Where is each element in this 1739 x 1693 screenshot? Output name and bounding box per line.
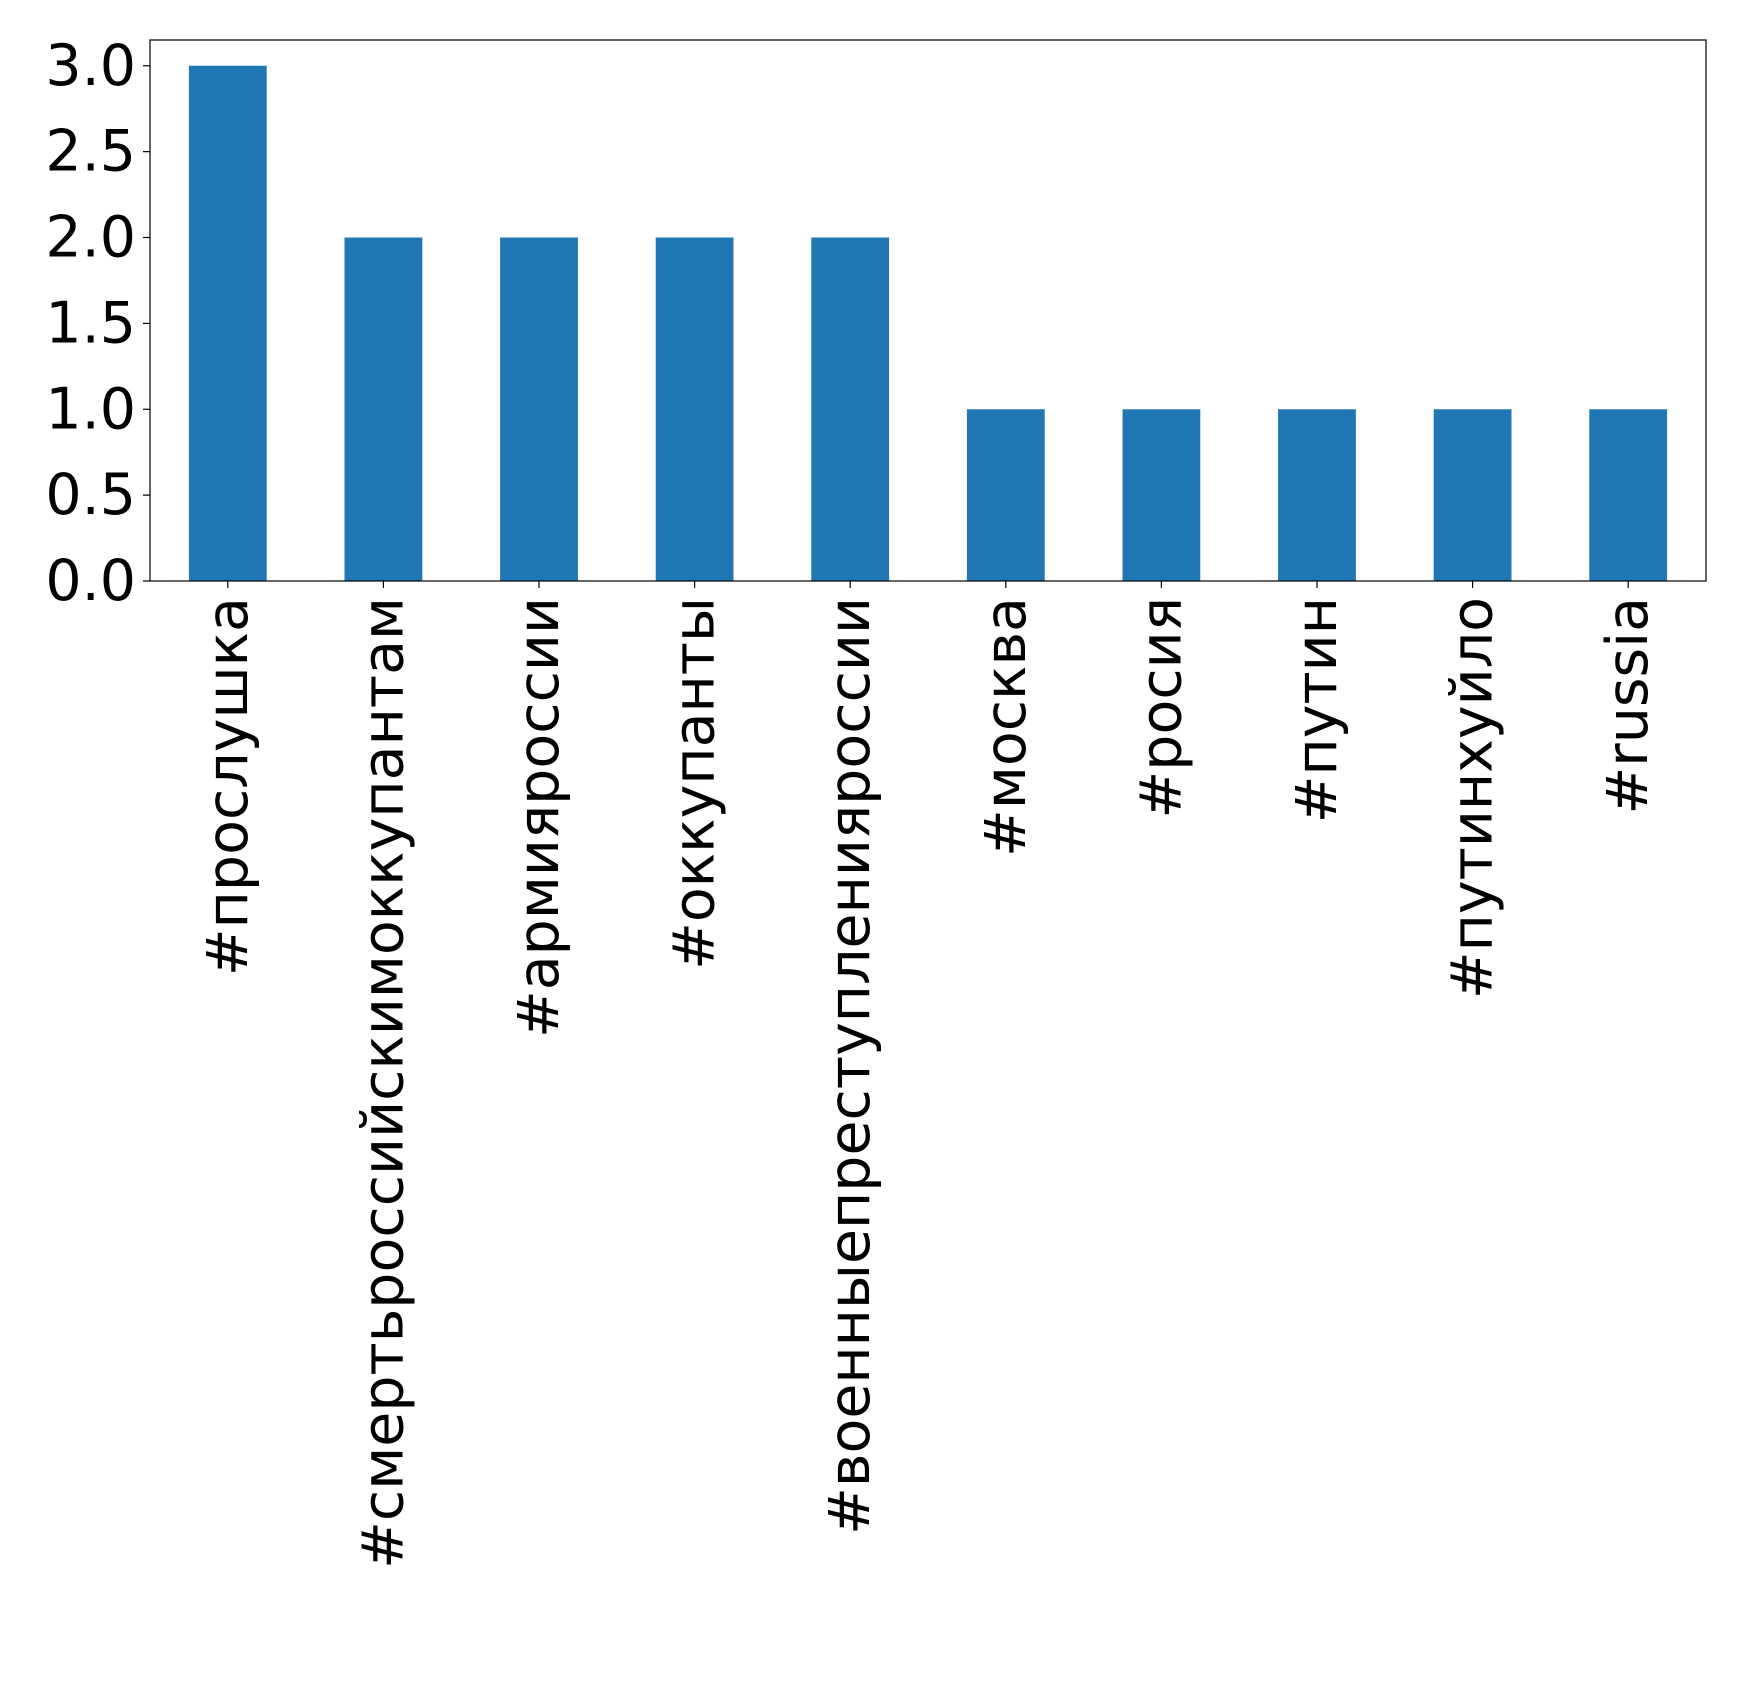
y-tick-label: 0.5 bbox=[45, 462, 136, 528]
x-tick-label: #смертьроссийскимоккупантам bbox=[350, 597, 416, 1569]
plot-frame bbox=[149, 39, 1707, 582]
x-tick-label: #оккупанты bbox=[662, 597, 728, 970]
x-tick-label: #russia bbox=[1595, 597, 1661, 814]
bars-group bbox=[188, 65, 1668, 581]
bar bbox=[500, 237, 578, 581]
y-tick-label: 2.0 bbox=[45, 205, 136, 271]
bar bbox=[1278, 409, 1356, 581]
bar bbox=[655, 237, 734, 581]
x-tick-label: #москва bbox=[973, 597, 1039, 857]
bar bbox=[1589, 409, 1668, 581]
bar bbox=[811, 237, 890, 581]
x-tick-label: #прослушка bbox=[195, 597, 261, 976]
y-tick-label: 2.5 bbox=[45, 119, 136, 185]
y-tick-label: 3.0 bbox=[45, 33, 136, 99]
x-tick-label: #росия bbox=[1128, 597, 1194, 819]
x-tick-label: #военныепреступленияроссии bbox=[817, 597, 883, 1535]
bar bbox=[188, 65, 267, 581]
bar bbox=[344, 237, 423, 581]
y-tick-label: 0.0 bbox=[45, 548, 136, 614]
x-tick-label: #путин bbox=[1284, 597, 1350, 823]
x-axis: #прослушка #смертьроссийскимоккупантам #ар… bbox=[195, 581, 1661, 1569]
x-tick-label: #путинхуйло bbox=[1440, 597, 1506, 999]
bar bbox=[966, 409, 1045, 581]
bar bbox=[1433, 409, 1512, 581]
y-axis: 0.0 0.5 1.0 1.5 2.0 2.5 3.0 bbox=[45, 33, 150, 614]
bar bbox=[1122, 409, 1201, 581]
y-tick-label: 1.5 bbox=[45, 290, 136, 356]
y-tick-label: 1.0 bbox=[45, 376, 136, 442]
x-tick-label: #армияроссии bbox=[506, 597, 572, 1038]
